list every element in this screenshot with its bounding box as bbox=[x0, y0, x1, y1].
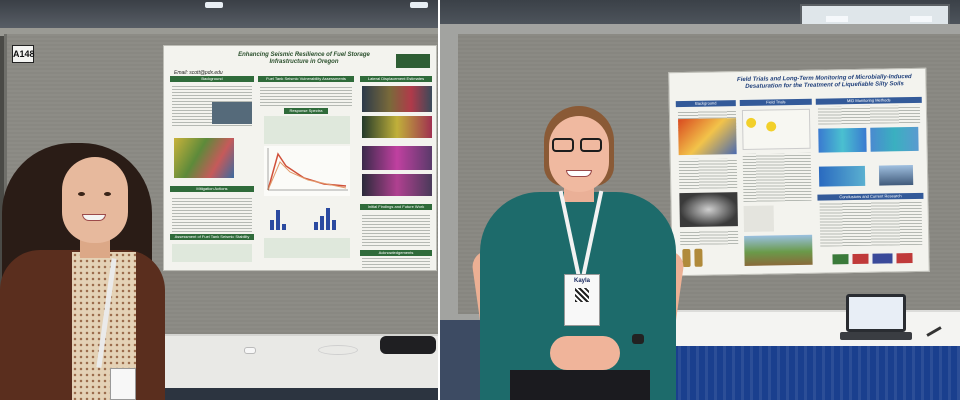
section-header: Assessment of Fuel Tank Seismic Stabilit… bbox=[170, 234, 254, 240]
section-header: Mitigation Actions bbox=[170, 186, 254, 192]
site-layout bbox=[743, 205, 775, 232]
text-block bbox=[260, 86, 352, 106]
poster-email: Email: scott@pdx.edu bbox=[174, 70, 223, 76]
hazard-map bbox=[174, 138, 234, 178]
sponsor-logos bbox=[832, 253, 913, 265]
presenter-face bbox=[549, 116, 609, 192]
text-block bbox=[362, 258, 430, 268]
black-bag bbox=[380, 336, 436, 354]
displacement-map bbox=[362, 86, 432, 112]
displacement-map bbox=[362, 116, 432, 138]
university-logo bbox=[396, 54, 430, 68]
stability-table bbox=[172, 244, 252, 262]
section-header: Conclusions and Current Research bbox=[817, 192, 924, 201]
monitoring-chart bbox=[870, 126, 919, 152]
text-block bbox=[678, 158, 738, 190]
clasped-hands bbox=[550, 336, 620, 370]
response-spectra-plot bbox=[264, 146, 350, 196]
section-header: MID Monitoring Methods bbox=[815, 96, 922, 105]
name-badge bbox=[110, 368, 136, 400]
cup bbox=[244, 347, 256, 354]
table-figure bbox=[264, 116, 350, 144]
ceiling-light bbox=[826, 16, 848, 22]
ceiling-light bbox=[410, 2, 428, 8]
left-photo: A148 Enhancing Seismic Resilience of Fue… bbox=[0, 0, 438, 400]
glasses-lens bbox=[552, 138, 574, 152]
presenter-neck bbox=[80, 238, 110, 258]
section-header: Fuel Tank Seismic Vulnerability Assessme… bbox=[258, 76, 354, 82]
booth-number: A148 bbox=[12, 45, 35, 63]
displacement-map bbox=[362, 146, 432, 170]
map-figure bbox=[678, 118, 737, 156]
presenter-eye bbox=[78, 192, 85, 196]
test-marker bbox=[766, 121, 777, 132]
table-shadow bbox=[155, 388, 438, 400]
results-table bbox=[264, 238, 350, 258]
ceiling bbox=[0, 0, 438, 30]
display-table bbox=[660, 310, 960, 346]
presenter-face bbox=[62, 157, 128, 243]
presenter-pants bbox=[510, 370, 650, 400]
poster-title: Enhancing Seismic Resilience of Fuel Sto… bbox=[238, 52, 370, 65]
ceiling-light bbox=[205, 2, 223, 8]
section-header: Acknowledgements bbox=[360, 250, 432, 256]
poster-title: Field Trials and Long-Term Monitoring of… bbox=[736, 74, 912, 90]
field-diagram bbox=[741, 108, 811, 150]
section-header: Lateral Displacement Estimates bbox=[360, 76, 432, 82]
name-badge: Kayla bbox=[564, 274, 600, 326]
section-header: Field Trials bbox=[739, 98, 812, 107]
site-photo bbox=[878, 165, 914, 186]
text-block bbox=[819, 200, 923, 247]
presenter-smile bbox=[566, 170, 592, 177]
field-site-photo bbox=[744, 234, 813, 266]
microscope-image bbox=[679, 192, 738, 228]
text-block bbox=[362, 214, 430, 246]
section-header: Response Spectra bbox=[284, 108, 328, 114]
photo-divider bbox=[438, 0, 440, 400]
text-block bbox=[172, 196, 252, 232]
bar-figures bbox=[270, 208, 336, 230]
presenter-eye bbox=[104, 192, 111, 196]
research-poster: Field Trials and Long-Term Monitoring of… bbox=[668, 67, 930, 277]
right-photo: Field Trials and Long-Term Monitoring of… bbox=[440, 0, 960, 400]
glasses-lens bbox=[580, 138, 602, 152]
site-photo bbox=[212, 102, 252, 124]
text-block bbox=[742, 152, 812, 202]
qr-code bbox=[575, 288, 589, 302]
ceiling-light bbox=[910, 16, 932, 22]
blue-table-skirt bbox=[660, 346, 960, 400]
laptop-base bbox=[840, 332, 912, 340]
section-header: Background bbox=[675, 100, 736, 108]
laptop-screen bbox=[846, 294, 906, 332]
monitoring-chart bbox=[818, 127, 867, 153]
sample-bottle bbox=[694, 248, 703, 267]
sample-bottle bbox=[682, 248, 691, 268]
smartwatch bbox=[632, 334, 644, 344]
presenter-smile bbox=[82, 214, 106, 221]
text-block bbox=[680, 230, 739, 246]
text-block bbox=[817, 104, 921, 125]
cable bbox=[318, 345, 358, 355]
glasses bbox=[552, 138, 606, 152]
section-header: Background bbox=[170, 76, 254, 82]
monitoring-chart bbox=[818, 165, 866, 187]
board-frame bbox=[0, 28, 438, 36]
research-poster: Enhancing Seismic Resilience of Fuel Sto… bbox=[163, 45, 437, 271]
section-header: Initial Findings and Future Work bbox=[360, 204, 432, 210]
test-marker bbox=[746, 117, 757, 128]
displacement-map bbox=[362, 174, 432, 196]
badge-name: Kayla bbox=[573, 278, 590, 284]
